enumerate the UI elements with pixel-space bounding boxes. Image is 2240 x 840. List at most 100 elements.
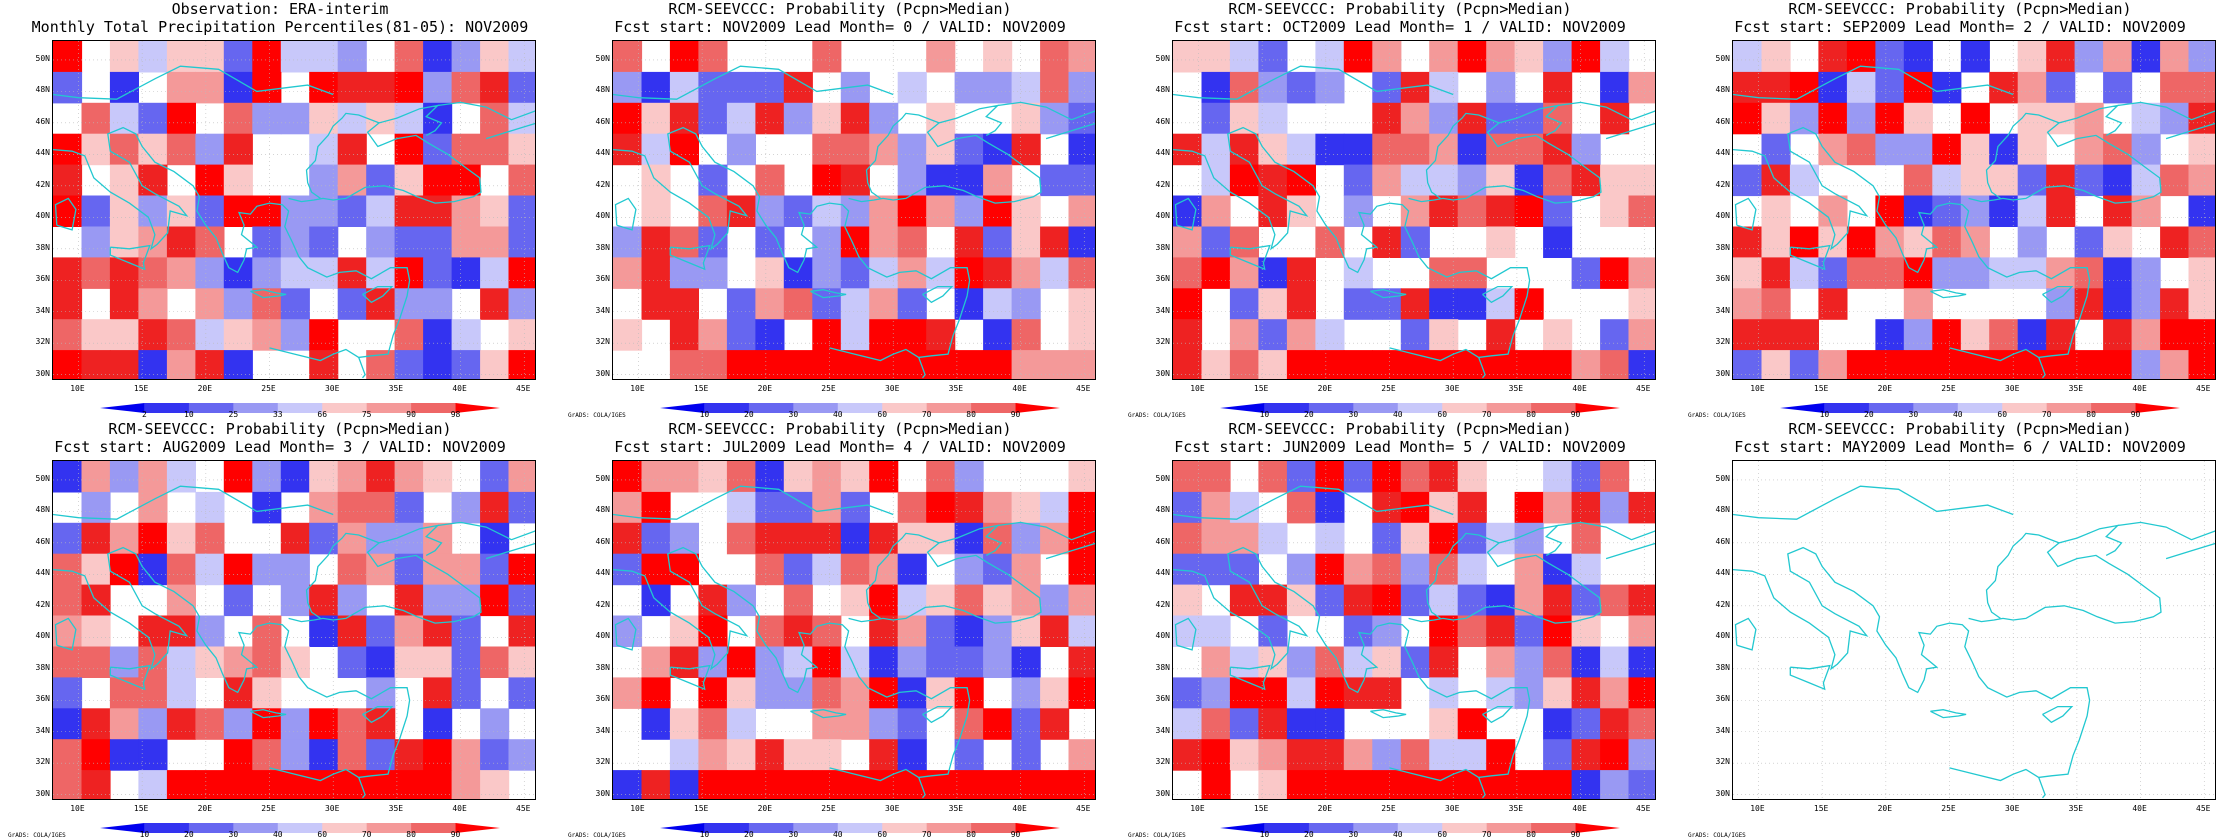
grid-cell	[954, 350, 984, 379]
grid-cell	[1818, 288, 1848, 320]
grid-cell	[698, 770, 728, 799]
grid-cell	[1628, 739, 1655, 771]
grid-cell	[755, 770, 785, 799]
colorbar-swatch	[2002, 403, 2048, 413]
grid-cell	[1932, 226, 1962, 258]
lat-tick-label: 36N	[1715, 274, 1730, 284]
lat-tick-label: 46N	[595, 536, 610, 546]
grid-cell	[1343, 288, 1373, 320]
grid-cell	[1201, 522, 1231, 555]
grid-cell	[1486, 584, 1516, 617]
grid-cell	[1514, 164, 1544, 197]
grid-cell	[1486, 41, 1516, 73]
coastline	[1968, 524, 2162, 624]
grid-cell	[1201, 553, 1231, 586]
coastline	[485, 122, 535, 140]
grid-cell	[394, 350, 424, 379]
grid-cell	[1571, 708, 1601, 740]
grid-cell	[1258, 739, 1288, 771]
grid-cell	[983, 319, 1013, 351]
grid-cell	[1343, 615, 1373, 647]
grid-cell	[698, 584, 728, 617]
grid-cell	[394, 770, 424, 799]
colorbar-swatch	[1486, 823, 1532, 833]
grid-cell	[783, 522, 813, 555]
grid-cell	[2046, 288, 2076, 320]
lat-tick-label: 34N	[595, 305, 610, 315]
grid-cell	[755, 491, 785, 524]
grid-cell	[1600, 41, 1630, 73]
coastline	[865, 532, 940, 619]
grads-credit: GrADS: COLA/IGES	[568, 832, 626, 839]
grid-cell	[423, 71, 453, 104]
coastline	[53, 65, 334, 100]
grid-cell	[1486, 319, 1516, 351]
grid-cell	[138, 770, 168, 799]
coastline	[669, 664, 711, 691]
lon-tick-label: 30E	[2004, 804, 2020, 813]
grid-cell	[1286, 739, 1316, 771]
coastline	[1370, 709, 1407, 719]
grid-cell	[669, 71, 699, 104]
grid-cell	[613, 226, 643, 258]
grid-cell	[1372, 102, 1402, 135]
grid-cell	[983, 491, 1013, 524]
coastline	[1425, 112, 1500, 199]
grid-cell	[223, 708, 253, 740]
grid-cell	[954, 288, 984, 320]
grid-cell	[812, 41, 842, 73]
grid-cell	[1733, 319, 1763, 351]
grid-cell	[2131, 41, 2161, 73]
grid-cell	[1343, 164, 1373, 197]
grid-cell	[755, 553, 785, 586]
grid-cell	[954, 584, 984, 617]
lat-tick-label: 32N	[35, 337, 50, 347]
colorbar-swatch	[793, 823, 839, 833]
coastline	[54, 617, 77, 651]
lat-tick-label: 46N	[1715, 536, 1730, 546]
grid-cell	[423, 319, 453, 351]
grid-cell	[423, 461, 453, 493]
grid-cell	[2188, 350, 2215, 379]
lon-tick-label: 40E	[2132, 804, 2147, 813]
grid-cell	[1040, 350, 1070, 379]
grid-cell	[508, 102, 535, 135]
grid-cell	[1457, 553, 1487, 586]
grid-cell	[1903, 71, 1933, 104]
map-svg	[1173, 461, 1655, 799]
grid-cell	[1040, 164, 1070, 197]
grid-cell	[166, 350, 196, 379]
grid-cell	[869, 461, 899, 493]
grid-cell	[81, 615, 111, 647]
grid-cell	[480, 102, 510, 135]
grid-cell	[1846, 133, 1876, 166]
coastline	[53, 485, 334, 520]
map-plot	[1172, 460, 1656, 800]
coastline	[1733, 126, 2091, 362]
grid-cell	[641, 461, 671, 493]
colorbar-swatch	[660, 823, 705, 833]
grid-cell	[1229, 553, 1259, 586]
grid-cell	[166, 226, 196, 258]
grid-cell	[195, 133, 225, 166]
grid-cell	[423, 102, 453, 135]
grid-cell	[2188, 319, 2215, 351]
grid-cell	[840, 584, 870, 617]
lat-tick-label: 46N	[35, 116, 50, 126]
coastline	[1482, 285, 1514, 304]
grid-cell	[726, 350, 756, 379]
grid-cell	[669, 461, 699, 493]
grid-cell	[53, 71, 83, 104]
grid-cell	[1315, 491, 1345, 524]
colorbar-swatch	[1575, 823, 1620, 833]
grid-cell	[1543, 319, 1573, 351]
coastline	[1478, 357, 1486, 379]
colorbar-swatch	[748, 403, 794, 413]
grid-cell	[1875, 226, 1905, 258]
grid-cell	[423, 288, 453, 320]
grads-credit: GrADS: COLA/IGES	[8, 832, 66, 839]
lon-tick-label: 45E	[1636, 384, 1651, 393]
panel-title: RCM-SEEVCCC: Probability (Pcpn>Median)	[1228, 420, 1572, 438]
grid-cell	[109, 646, 139, 678]
grid-cell	[1229, 164, 1259, 197]
